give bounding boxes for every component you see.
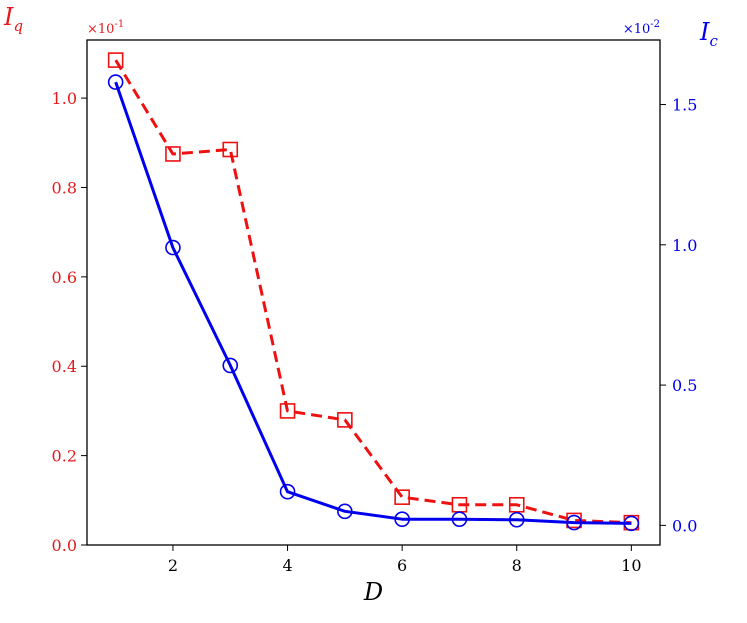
left-tick-label: 0.6: [52, 268, 77, 287]
x-tick-label: 8: [512, 556, 522, 575]
series-right-line: [114, 81, 632, 525]
series-right-point: [394, 511, 410, 527]
series-left-point: [222, 141, 239, 158]
left-offset-text: ×10-1: [87, 19, 124, 37]
series-right-point: [451, 511, 468, 527]
left-tick-label: 1.0: [52, 89, 77, 108]
left-axis-title: Iq: [3, 3, 23, 35]
series-right-point: [279, 483, 296, 500]
series-right-point: [623, 515, 640, 532]
left-tick-label: 0.8: [52, 178, 77, 197]
series-left-point: [394, 489, 410, 505]
x-axis-label: D: [363, 578, 383, 606]
right-tick-label: 1.5: [672, 96, 697, 115]
series-right-point: [337, 503, 353, 520]
left-tick-label: 0.2: [52, 447, 77, 466]
x-tick-label: 6: [397, 556, 407, 575]
series-right-point: [508, 511, 525, 528]
ticks-layer: [81, 97, 666, 551]
right-tick-label: 1.0: [672, 236, 697, 255]
left-tick-label: 0.0: [52, 536, 77, 555]
x-tick-label: 4: [282, 556, 292, 575]
left-tick-label: 0.4: [52, 357, 77, 376]
right-tick-label: 0.0: [672, 516, 697, 535]
x-tick-label: 10: [621, 556, 641, 575]
plot-frame: [86, 39, 661, 546]
right-offset-text: ×10-2: [623, 19, 660, 37]
series-left-point: [165, 146, 181, 162]
right-tick-label: 0.5: [672, 376, 697, 395]
series-right-point: [566, 514, 582, 531]
series-left-line: [114, 59, 632, 525]
series-left-point: [279, 403, 296, 419]
plot-layer: [107, 52, 640, 532]
series-right-point: [165, 239, 181, 256]
series-left-point: [107, 52, 124, 68]
series-right-point: [107, 74, 124, 90]
series-right-point: [222, 357, 239, 374]
series-left-point: [508, 496, 525, 513]
right-axis-title: Ic: [699, 18, 718, 50]
labels-layer: 2 4 6 8 10 D 0.0 0.2 0.4 0.6 0.8 1.0 0.0 0.5 1.0 1.5 Iq I…: [3, 3, 718, 606]
series-left-point: [337, 412, 353, 428]
x-tick-label: 2: [168, 556, 178, 575]
